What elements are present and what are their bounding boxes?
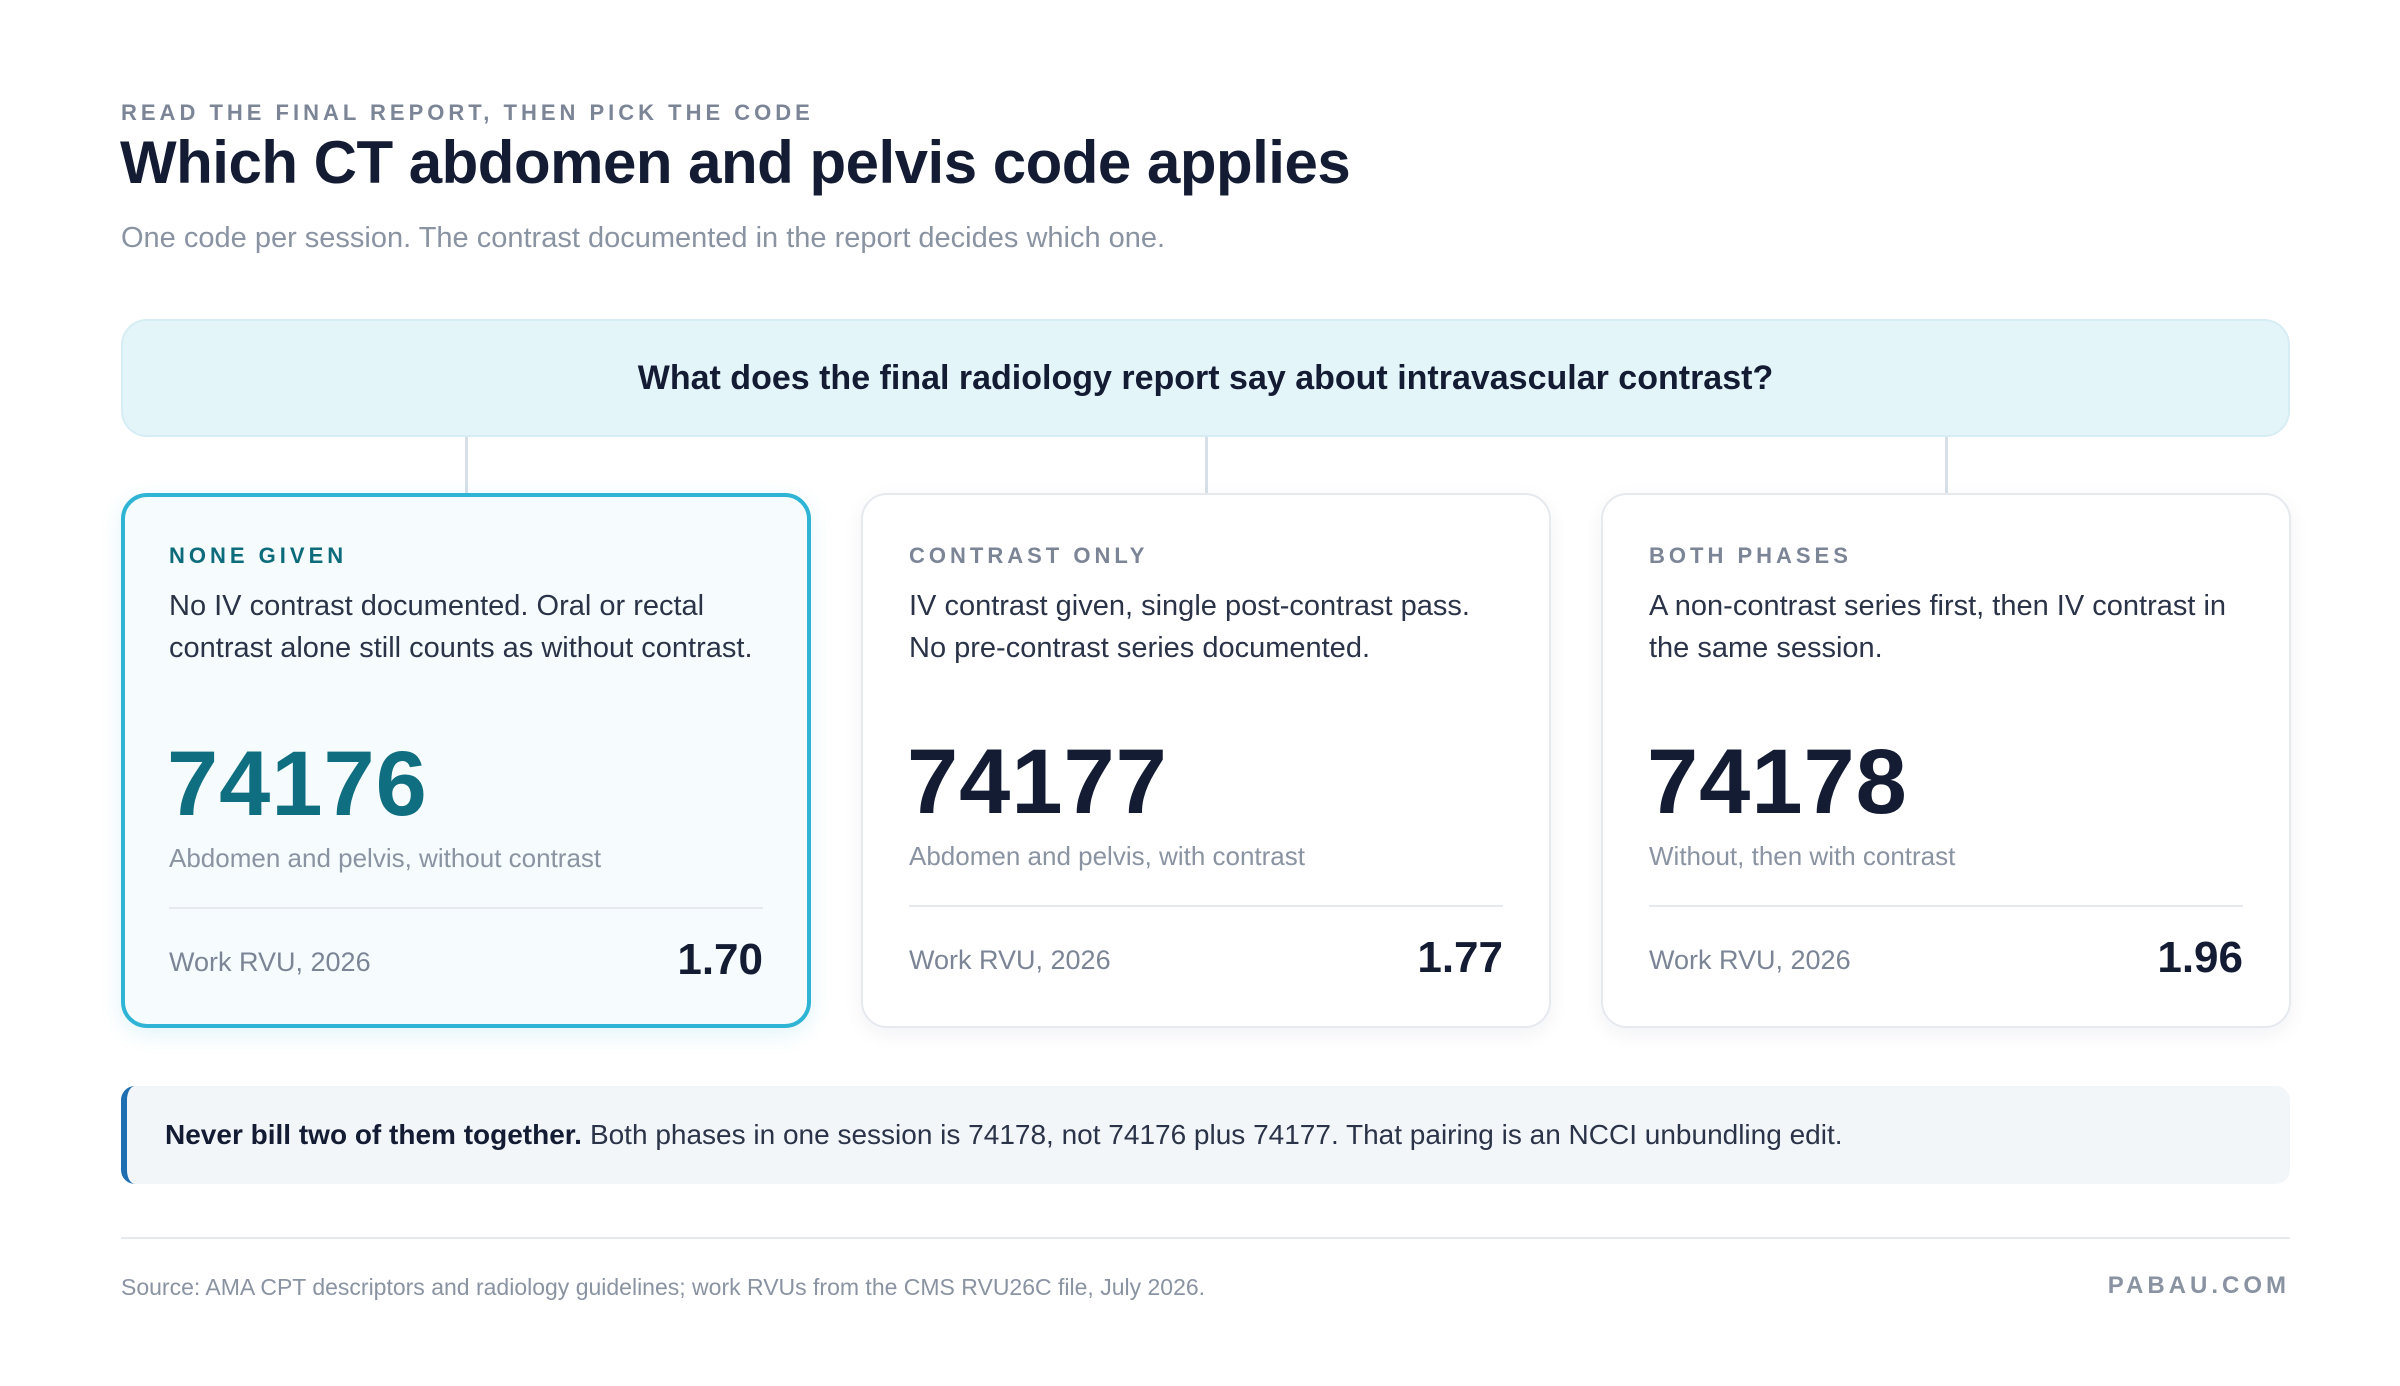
- option-description: A non-contrast series first, then IV con…: [1649, 590, 2227, 664]
- code-description: Abdomen and pelvis, without contrast: [169, 843, 602, 873]
- connector-2: [1205, 437, 1208, 494]
- option-description: No IV contrast documented. Oral or recta…: [169, 590, 753, 664]
- connector-3: [1945, 437, 1948, 494]
- subtitle: One code per session. The contrast docum…: [121, 222, 1166, 254]
- rvu-value: 1.96: [2157, 933, 2243, 982]
- option-label: NONE GIVEN: [169, 543, 348, 568]
- rvu-label: Work RVU, 2026: [169, 947, 371, 977]
- cpt-code: 74178: [1647, 731, 1908, 833]
- code-description: Without, then with contrast: [1649, 841, 1956, 871]
- divider: [909, 905, 1503, 907]
- note-emphasis: Never bill two of them together.: [165, 1119, 582, 1150]
- question-text: What does the final radiology report say…: [637, 358, 1774, 397]
- rvu-label: Work RVU, 2026: [909, 945, 1111, 975]
- eyebrow: READ THE FINAL REPORT, THEN PICK THE COD…: [121, 100, 814, 125]
- billing-note: Never bill two of them together. Both ph…: [121, 1086, 2290, 1184]
- footer-divider: [121, 1237, 2290, 1239]
- rvu-value: 1.70: [677, 935, 763, 984]
- option-card-contrast-only[interactable]: CONTRAST ONLY IV contrast given, single …: [861, 493, 1551, 1028]
- cpt-code: 74176: [167, 733, 428, 835]
- option-label: BOTH PHASES: [1649, 543, 1852, 568]
- source-citation: Source: AMA CPT descriptors and radiolog…: [121, 1274, 1206, 1300]
- page-title: Which CT abdomen and pelvis code applies: [120, 129, 1351, 196]
- rvu-label: Work RVU, 2026: [1649, 945, 1851, 975]
- code-description: Abdomen and pelvis, with contrast: [909, 841, 1305, 871]
- brand-link[interactable]: PABAU.COM: [2107, 1272, 2290, 1299]
- option-card-both-phases[interactable]: BOTH PHASES A non-contrast series first,…: [1601, 493, 2291, 1028]
- divider: [1649, 905, 2243, 907]
- question-box: What does the final radiology report say…: [121, 319, 2290, 437]
- option-description: IV contrast given, single post-contrast …: [909, 590, 1470, 664]
- rvu-value: 1.77: [1417, 933, 1503, 982]
- option-card-none-given[interactable]: NONE GIVEN No IV contrast documented. Or…: [121, 493, 811, 1028]
- cpt-code: 74177: [907, 731, 1168, 833]
- option-label: CONTRAST ONLY: [909, 543, 1149, 568]
- connector-1: [465, 437, 468, 494]
- divider: [169, 907, 763, 909]
- note-text: Both phases in one session is 74178, not…: [589, 1119, 1843, 1150]
